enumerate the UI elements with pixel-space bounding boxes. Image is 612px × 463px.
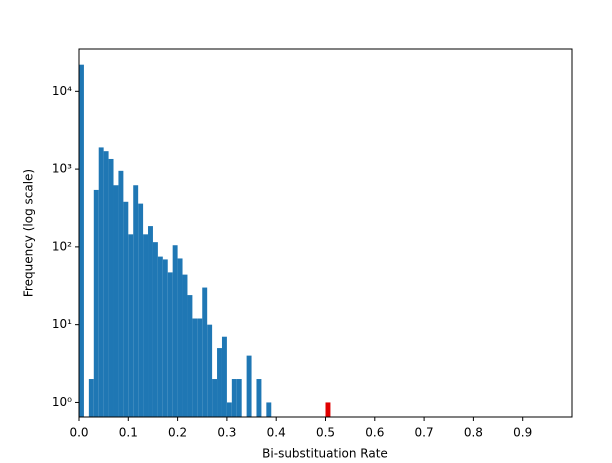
bar — [256, 379, 262, 417]
bar — [187, 295, 193, 417]
x-tick-label: 0.4 — [267, 426, 286, 440]
bar — [79, 64, 84, 417]
bar — [148, 226, 153, 417]
bar — [325, 402, 331, 417]
bar — [118, 170, 124, 417]
x-tick-label: 0.7 — [415, 426, 434, 440]
plot-area — [79, 64, 331, 418]
bar — [138, 203, 144, 417]
bar — [246, 355, 252, 417]
x-tick-label: 0.9 — [513, 426, 532, 440]
x-tick-label: 0.1 — [119, 426, 138, 440]
bar — [167, 272, 173, 417]
bar — [207, 324, 213, 417]
bar — [143, 234, 149, 417]
x-tick-label: 0.6 — [365, 426, 384, 440]
y-tick-label: 10⁰ — [52, 395, 72, 409]
bar — [212, 379, 218, 417]
bar — [202, 287, 208, 417]
bar — [123, 201, 129, 417]
bar — [98, 147, 104, 417]
bar — [108, 158, 114, 417]
bar — [236, 379, 242, 417]
bar — [231, 379, 237, 417]
x-axis-label: Bi-substituation Rate — [262, 447, 388, 461]
bar — [128, 234, 134, 417]
y-tick-label: 10⁴ — [52, 84, 72, 98]
y-tick-label: 10¹ — [52, 317, 72, 331]
bar — [192, 318, 198, 417]
bar — [177, 258, 183, 417]
x-tick-label: 0.5 — [316, 426, 335, 440]
bar — [197, 318, 203, 417]
x-tick-label: 0.2 — [168, 426, 187, 440]
bar — [113, 185, 119, 417]
bar — [172, 245, 178, 417]
bar — [182, 274, 188, 417]
y-axis-label: Frequency (log scale) — [22, 169, 36, 297]
bar — [103, 151, 109, 418]
x-tick-label: 0.8 — [464, 426, 483, 440]
bar — [93, 189, 99, 417]
bar — [217, 348, 222, 417]
x-tick-label: 0.3 — [217, 426, 236, 440]
bar — [133, 185, 139, 417]
bar — [221, 336, 227, 417]
y-tick-label: 10³ — [52, 162, 72, 176]
bar — [88, 379, 94, 417]
bar — [266, 402, 272, 417]
bar — [152, 242, 158, 417]
x-tick-label: 0.0 — [69, 426, 88, 440]
bar — [157, 256, 163, 417]
bar — [226, 402, 232, 417]
bar — [162, 259, 168, 417]
y-tick-label: 10² — [52, 239, 72, 253]
